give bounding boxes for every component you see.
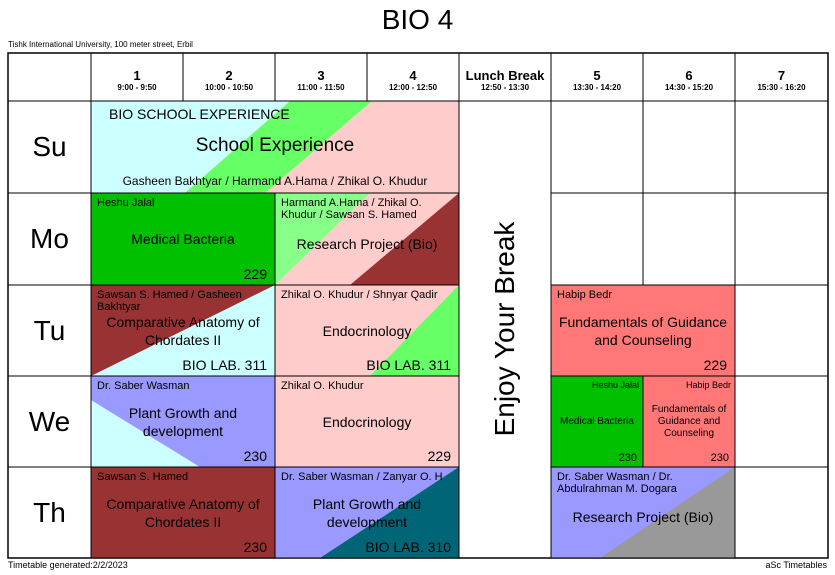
column-time: 10:00 - 10:50 [204,83,254,92]
event-subject: Endocrinology [322,322,412,339]
event-teacher: Zhikal O. Khudur [281,380,364,392]
event-teacher: Dr. Saber Wasman / Zanyar O. H [281,471,443,483]
event-room: 230 [243,448,267,464]
event-group: BIO SCHOOL EXPERIENCE [109,106,290,122]
event-cell: Zhikal O. Khudur Endocrinology 229 [275,376,459,467]
event-teacher: Gasheen Bakhtyar / Harmand A.Hama / Zhik… [122,174,428,188]
event-subject: Research Project (Bio) [572,509,714,526]
column-header: 6 14:30 - 15:20 [643,53,735,101]
day-label: Mo [30,223,69,254]
brand: aSc Timetables [765,560,827,570]
column-number: Lunch Break [465,68,545,83]
lunch-cell: Enjoy Your Break [459,101,551,558]
column-number: 4 [409,68,417,83]
event-teacher: Dr. Saber Wasman [97,380,190,392]
column-number: 7 [777,68,786,83]
event-cell: Dr. Saber Wasman Plant Growth and develop… [91,376,275,467]
event-room: BIO LAB. 311 [366,357,451,373]
column-number: 1 [133,68,141,83]
event-cell: Heshu Jalal Medical Bacteria 229 [91,193,275,285]
day-label: Th [33,497,66,528]
column-time: 12:50 - 13:30 [480,83,530,92]
event-cell: Heshu Jalal Medical Bacteria 230 [551,376,643,467]
column-number: 3 [317,68,325,83]
event-room: BIO LAB. 310 [365,539,451,555]
event-subject: Fundamentals of Guidance and Counseling [651,403,727,439]
event-teacher: Harmand A.Hama / Zhikal O. Khudur / Saws… [281,197,422,221]
column-number: 5 [593,68,601,83]
event-subject: Endocrinology [322,413,412,430]
event-teacher: Habip Bedr [685,380,731,390]
event-teacher: Sawsan S. Hamed / Gasheen Bakhtyar [97,289,242,313]
lunch-label: Enjoy Your Break [489,221,520,437]
title: BIO 4 [381,4,454,35]
event-subject: Medical Bacteria [560,415,634,427]
event-subject: Research Project (Bio) [296,235,438,252]
column-number: 2 [225,68,233,83]
event-teacher: Zhikal O. Khudur / Shnyar Qadir [281,289,438,301]
column-time: 14:30 - 15:20 [664,83,714,92]
event-subject: Plant Growth and development [312,495,422,530]
event-cell: Sawsan S. Hamed / Gasheen Bakhtyar Compar… [91,285,275,376]
event-room: 230 [710,452,729,464]
event-teacher: Heshu Jalal [591,380,639,390]
event-room: 230 [243,539,267,555]
column-header: 1 9:00 - 9:50 [91,53,183,101]
event-room: BIO LAB. 311 [182,357,267,373]
event-subject: Comparative Anatomy of Chordates II [106,313,260,348]
event-cell: Habip Bedr Fundamentals of Guidance and C… [643,376,735,467]
event-cell: Habip Bedr Fundamentals of Guidance and C… [551,285,735,376]
event-subject: Medical Bacteria [131,231,235,247]
column-header: 5 13:30 - 14:20 [551,53,643,101]
column-time: 15:30 - 16:20 [757,83,806,92]
column-time: 11:00 - 11:50 [297,83,345,92]
event-room: 230 [618,452,637,464]
event-teacher: Habip Bedr [557,289,613,301]
event-subject: Plant Growth and development [128,404,238,439]
event-cell: BIO SCHOOL EXPERIENCE School Experience Ga… [91,101,459,193]
column-time: 9:00 - 9:50 [117,83,157,92]
event-cell: Zhikal O. Khudur / Shnyar Qadir Endocrino… [275,285,459,376]
day-label: Tu [33,315,66,346]
event-teacher: Sawsan S. Hamed [97,471,189,483]
column-header: 2 10:00 - 10:50 [183,53,275,101]
event-room: 229 [703,357,727,373]
column-time: 13:30 - 14:20 [572,83,622,92]
column-header: Lunch Break 12:50 - 13:30 [459,53,551,101]
column-number: 6 [685,68,693,83]
event-teacher: Heshu Jalal [97,197,155,209]
event-cell: Dr. Saber Wasman / Dr. Abdulrahman M. Do… [551,467,735,558]
generated: Timetable generated:2/2/2023 [8,560,128,570]
event-subject: School Experience [195,135,355,156]
event-room: 229 [427,448,451,464]
event-subject: Comparative Anatomy of Chordates II [106,495,260,530]
event-subject: Fundamentals of Guidance and Counseling [558,313,728,348]
day-label: Su [32,131,67,162]
event-room: 229 [243,266,267,282]
column-header: 4 12:00 - 12:50 [367,53,459,101]
event-cell: Dr. Saber Wasman / Zanyar O. H Plant Grow… [275,467,459,558]
column-time: 12:00 - 12:50 [388,83,438,92]
event-teacher: Dr. Saber Wasman / Dr. Abdulrahman M. Do… [557,471,677,495]
day-label: We [28,406,71,437]
event-cell: Sawsan S. Hamed Comparative Anatomy of Ch… [91,467,275,558]
column-header: 7 15:30 - 16:20 [735,53,828,101]
column-header: 3 11:00 - 11:50 [275,53,367,101]
subtitle: Tishk International University, 100 mete… [8,40,193,49]
event-cell: Harmand A.Hama / Zhikal O. Khudur / Saws… [275,193,459,285]
